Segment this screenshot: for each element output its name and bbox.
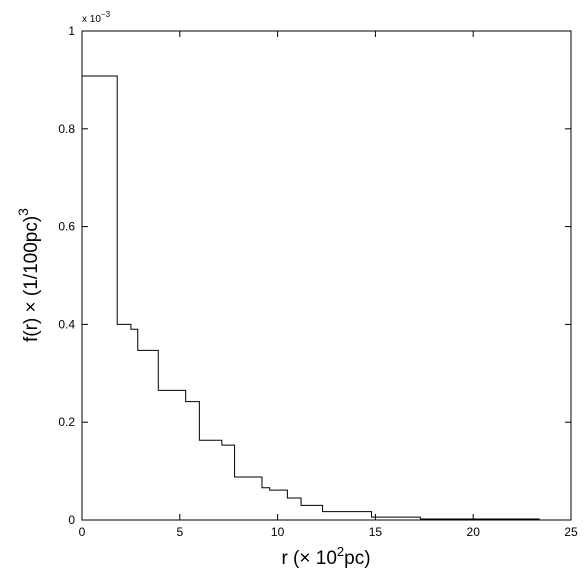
- x-tick-label: 5: [176, 525, 183, 539]
- y-axis-label: f(r) × (1/100pc)3: [15, 208, 42, 342]
- y-axis-label-sup: 3: [15, 208, 31, 216]
- y-tick-label: 0.6: [58, 220, 75, 234]
- x-tick-label: 10: [271, 525, 285, 539]
- y-tick-label: 0: [68, 513, 75, 527]
- x-axis-label-base: r (× 10: [281, 548, 336, 569]
- y-exponent-label: x 10−3: [82, 10, 111, 25]
- y-exponent-base: x 10: [82, 14, 101, 25]
- x-tick-label: 25: [564, 525, 578, 539]
- y-exponent-sup: −3: [101, 10, 111, 19]
- y-axis-label-base: f(r) × (1/100pc): [21, 216, 42, 342]
- x-axis-label-tail: pc): [344, 548, 370, 569]
- x-axis-label-sup: 2: [337, 544, 344, 559]
- x-tick-label: 0: [79, 525, 86, 539]
- tick-labels: 0 5 10 15 20 25 0 0.2 0.4 0.6 0.8 1: [58, 24, 578, 539]
- y-tick-label: 0.8: [58, 122, 75, 136]
- x-tick-label: 20: [467, 525, 481, 539]
- y-tick-label: 0.4: [58, 317, 75, 331]
- y-tick-label: 0.2: [58, 415, 75, 429]
- histogram-step-line: [82, 75, 540, 520]
- plot-area: [81, 30, 572, 521]
- x-tick-label: 15: [369, 525, 383, 539]
- axis-ticks: [81, 30, 572, 521]
- y-tick-label: 1: [68, 24, 75, 38]
- x-axis-label: r (× 102pc): [281, 544, 370, 569]
